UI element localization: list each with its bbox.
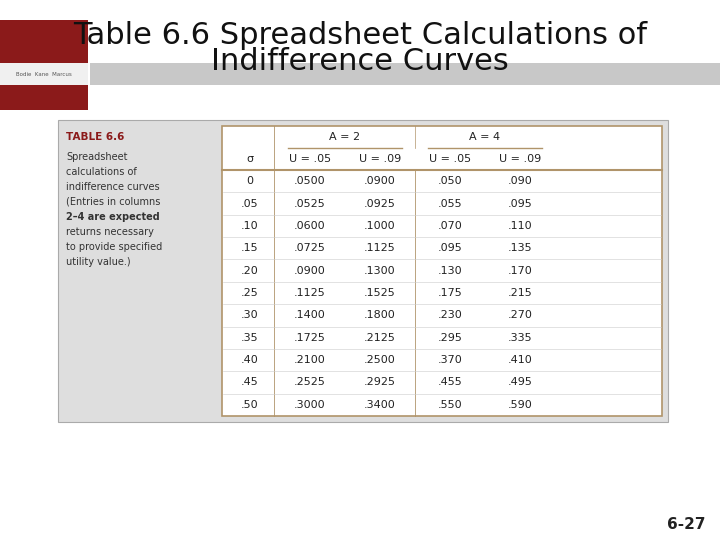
Text: .1800: .1800 [364,310,396,320]
Text: .070: .070 [438,221,462,231]
Text: .050: .050 [438,176,462,186]
Text: U = .09: U = .09 [359,154,401,164]
Text: to provide specified: to provide specified [66,242,162,252]
Text: .2925: .2925 [364,377,396,388]
Text: .0600: .0600 [294,221,326,231]
Text: .50: .50 [241,400,258,410]
Text: .1125: .1125 [364,244,396,253]
FancyBboxPatch shape [90,63,720,85]
Text: .1400: .1400 [294,310,326,320]
Text: indifference curves: indifference curves [66,182,160,192]
Text: .175: .175 [438,288,462,298]
Text: .1000: .1000 [364,221,396,231]
Text: .05: .05 [241,199,258,208]
Text: .2125: .2125 [364,333,396,343]
Text: .10: .10 [241,221,258,231]
Text: Bodie  Kane  Marcus: Bodie Kane Marcus [16,71,72,77]
Text: .40: .40 [241,355,259,365]
Text: .2100: .2100 [294,355,326,365]
Text: 2–4 are expected: 2–4 are expected [66,212,160,222]
Text: .135: .135 [508,244,532,253]
Text: .270: .270 [508,310,532,320]
Text: A = 2: A = 2 [330,132,361,142]
Text: .335: .335 [508,333,532,343]
Text: .30: .30 [241,310,258,320]
Text: σ: σ [246,154,253,164]
Text: TABLE 6.6: TABLE 6.6 [66,132,125,142]
Text: .0525: .0525 [294,199,326,208]
Text: .1125: .1125 [294,288,326,298]
Text: A = 4: A = 4 [469,132,500,142]
Text: .550: .550 [438,400,462,410]
Text: .3000: .3000 [294,400,326,410]
Text: 6-27: 6-27 [667,517,706,532]
Text: Indifference Curves: Indifference Curves [211,48,509,77]
Text: .055: .055 [438,199,462,208]
Text: .215: .215 [508,288,532,298]
Text: .495: .495 [508,377,532,388]
Text: U = .05: U = .05 [289,154,331,164]
Text: .0925: .0925 [364,199,396,208]
Text: .1525: .1525 [364,288,396,298]
Text: returns necessary: returns necessary [66,227,154,237]
Text: .20: .20 [241,266,259,275]
Text: .15: .15 [241,244,258,253]
Text: .090: .090 [508,176,532,186]
Text: .0500: .0500 [294,176,326,186]
Text: .2525: .2525 [294,377,326,388]
Text: .2500: .2500 [364,355,396,365]
Text: Table 6.6 Spreadsheet Calculations of: Table 6.6 Spreadsheet Calculations of [73,21,647,50]
Text: .095: .095 [508,199,532,208]
Text: .0725: .0725 [294,244,326,253]
FancyBboxPatch shape [0,20,88,110]
Text: .0900: .0900 [364,176,396,186]
Text: .590: .590 [508,400,532,410]
Text: U = .05: U = .05 [429,154,471,164]
Text: .295: .295 [438,333,462,343]
Text: .130: .130 [438,266,462,275]
Text: .410: .410 [508,355,532,365]
Text: .45: .45 [241,377,259,388]
Text: .455: .455 [438,377,462,388]
Text: .095: .095 [438,244,462,253]
Text: .1725: .1725 [294,333,326,343]
Text: .110: .110 [508,221,532,231]
Text: U = .09: U = .09 [499,154,541,164]
Text: .0900: .0900 [294,266,326,275]
FancyBboxPatch shape [58,120,668,422]
Text: .3400: .3400 [364,400,396,410]
Text: .35: .35 [241,333,258,343]
Text: .25: .25 [241,288,259,298]
FancyBboxPatch shape [0,63,88,85]
Text: .230: .230 [438,310,462,320]
Text: calculations of: calculations of [66,167,137,177]
FancyBboxPatch shape [222,126,662,416]
Text: .370: .370 [438,355,462,365]
Text: utility value.): utility value.) [66,257,130,267]
Text: Spreadsheet: Spreadsheet [66,152,127,162]
Text: (Entries in columns: (Entries in columns [66,197,161,207]
Text: .170: .170 [508,266,532,275]
Text: 0: 0 [246,176,253,186]
Text: .1300: .1300 [364,266,396,275]
